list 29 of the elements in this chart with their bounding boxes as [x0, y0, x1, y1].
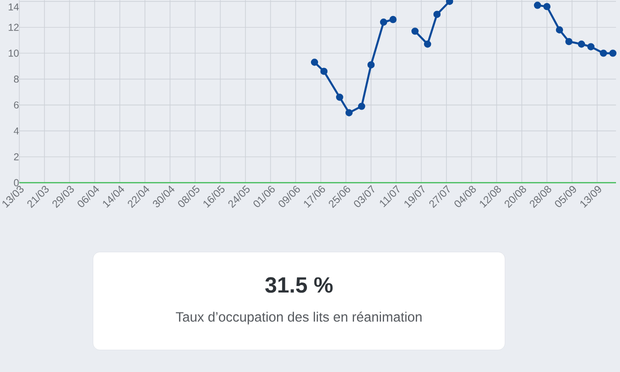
- point: [320, 68, 328, 75]
- y-tick-label: 6: [14, 101, 19, 109]
- text: 31.5 %: [265, 277, 333, 293]
- y-tick-label: 14: [8, 4, 19, 10]
- point: [543, 2, 551, 10]
- point: [336, 94, 344, 101]
- point: [345, 109, 353, 116]
- text: Taux d’occupation des lits en réanimation: [176, 312, 422, 324]
- point: [556, 26, 564, 34]
- point: [534, 2, 542, 9]
- point: [411, 28, 419, 35]
- point: [310, 58, 318, 66]
- point: [609, 50, 616, 57]
- y-tick-label: 0: [14, 179, 19, 186]
- point: [433, 10, 441, 18]
- point: [587, 43, 594, 50]
- point: [389, 16, 397, 24]
- y-tick-label: 4: [14, 127, 19, 134]
- point: [367, 61, 375, 68]
- y-tick-label: 12: [8, 24, 19, 31]
- y-tick-label: 2: [14, 153, 19, 160]
- y-tick-label: 8: [14, 76, 19, 83]
- y-tick-label: 10: [8, 50, 19, 57]
- point: [424, 40, 432, 48]
- point: [600, 50, 608, 57]
- point: [358, 102, 366, 110]
- point: [578, 40, 586, 48]
- point: [565, 38, 572, 46]
- point: [380, 18, 388, 26]
